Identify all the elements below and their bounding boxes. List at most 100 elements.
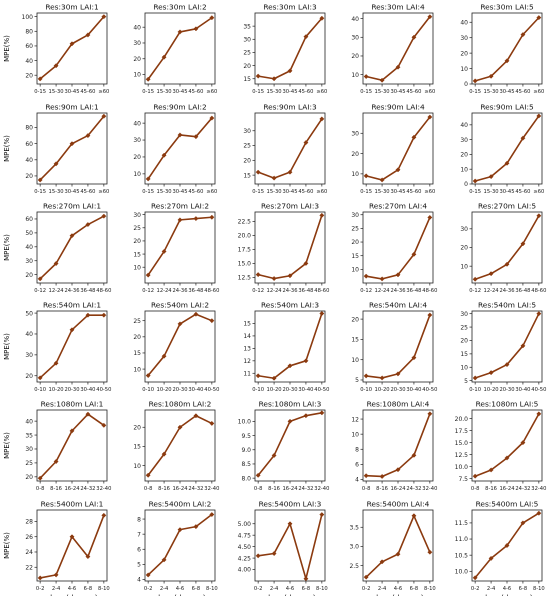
- x-tick-label: 10-20: [267, 387, 282, 393]
- subplot: Res:540m LAI:5 5 10 15 20 25 30 0-10 10-20 20-30 3…: [460, 301, 546, 394]
- y-tick-label: 30: [243, 128, 251, 135]
- data-point: [53, 261, 59, 266]
- y-tick-label: 3.5: [349, 524, 359, 531]
- y-tick-label: 20: [133, 424, 141, 431]
- y-tick-label: 10: [133, 72, 141, 79]
- y-tick-label: 11.0: [455, 536, 469, 543]
- subplot: Res:270m LAI:2 10 15 20 25 30 0-12 12-24 24-36 36…: [133, 202, 219, 295]
- subplot-title: Res:270m LAI:5: [478, 202, 536, 211]
- data-point: [53, 360, 59, 366]
- y-tick-label: 20: [351, 316, 359, 323]
- y-tick-label: 30: [351, 130, 359, 137]
- x-tick-label: 30-40: [406, 387, 421, 393]
- x-tick-label: ≥60: [206, 189, 217, 195]
- x-tick-label: 40-50: [422, 387, 437, 393]
- y-tick-label: 15: [460, 351, 468, 358]
- y-tick-label: 15: [133, 350, 141, 357]
- data-point: [536, 311, 542, 317]
- subplot: Res:5400m LAI:2 4 5 6 7 8 0-2 2-4 4-6 6-8 8-10slop…: [137, 500, 218, 596]
- data-point: [363, 173, 369, 179]
- plot-frame: [471, 112, 543, 185]
- y-tick-label: 10.0: [455, 464, 469, 471]
- data-point: [101, 422, 107, 428]
- subplot-title: Res:5400m LAI:3: [259, 500, 322, 509]
- data-point: [255, 272, 261, 278]
- y-axis-label: MPE(%): [3, 532, 11, 559]
- data-point: [472, 575, 478, 581]
- x-tick-label: 2-4: [378, 586, 387, 592]
- data-point: [193, 26, 199, 32]
- series-line: [147, 414, 213, 476]
- data-point: [177, 321, 183, 327]
- series-line: [147, 216, 212, 276]
- x-axis-label: slope(degree): [264, 593, 315, 596]
- subplot: Res:30m LAI:3 15 20 25 30 35 0-15 15-30 30-45 45-…: [243, 3, 327, 96]
- data-point: [85, 411, 91, 417]
- series-line: [257, 215, 323, 280]
- x-axis-label: slope(degree): [154, 593, 205, 596]
- x-tick-label: 6-8: [302, 586, 310, 592]
- data-point: [488, 555, 494, 561]
- plot-frame: [471, 12, 543, 85]
- data-point: [472, 473, 478, 479]
- y-tick-label: 20: [460, 338, 468, 345]
- data-point: [520, 343, 526, 349]
- x-tick-label: 30-40: [80, 387, 95, 393]
- data-point: [287, 418, 293, 424]
- x-tick-label: 36-48: [80, 288, 95, 294]
- data-point: [319, 212, 325, 218]
- subplot-title: Res:1080m LAI:3: [259, 400, 322, 409]
- subplot: Res:5400m LAI:4 2.5 3.0 3.5 0-2 2-4 4-6 6-8 8-10…: [349, 500, 435, 596]
- y-tick-label: 20: [25, 373, 33, 380]
- x-tick-label: 30-45: [499, 89, 514, 95]
- y-tick-label: 15: [243, 172, 251, 179]
- y-tick-label: 30: [25, 352, 33, 359]
- data-point: [379, 473, 385, 479]
- x-tick-label: 0-15: [469, 189, 481, 195]
- y-tick-label: 22: [25, 564, 33, 571]
- y-axis-label: MPE(%): [3, 135, 11, 162]
- data-point: [504, 58, 510, 64]
- y-tick-label: 60: [25, 141, 33, 148]
- x-tick-label: 32-40: [314, 486, 329, 492]
- subplot: Res:1080m LAI:1 20 25 30 35 40 0-8 8-16 16-24 24-…: [3, 400, 111, 493]
- y-tick-label: 10: [133, 171, 141, 178]
- data-point: [319, 410, 325, 416]
- data-point: [411, 513, 417, 519]
- data-point: [177, 132, 183, 138]
- x-tick-label: 8-16: [158, 486, 170, 492]
- x-tick-label: 16-24: [64, 486, 80, 492]
- x-tick-label: 0-15: [252, 89, 264, 95]
- subplot: Res:270m LAI:1 20 30 40 50 60 0-12 12-24 24-36 36…: [3, 202, 111, 295]
- data-point: [379, 375, 385, 381]
- y-tick-label: 4.00: [238, 567, 252, 574]
- data-point: [145, 472, 151, 478]
- data-point: [161, 54, 167, 60]
- y-tick-label: 8.0: [241, 475, 251, 482]
- y-tick-label: 20: [351, 53, 359, 60]
- series-line: [39, 413, 105, 479]
- y-tick-label: 35: [243, 23, 251, 30]
- x-tick-label: 16-24: [499, 486, 515, 492]
- data-point: [472, 178, 478, 184]
- x-tick-label: 2-4: [487, 586, 496, 592]
- data-point: [37, 76, 43, 82]
- y-tick-label: 10: [133, 264, 141, 271]
- data-point: [271, 276, 277, 282]
- subplot: Res:270m LAI:4 10 15 20 25 30 0-12 12-24 24-36 36…: [351, 202, 437, 295]
- y-tick-label: 25: [460, 324, 468, 331]
- y-tick-label: 20: [351, 151, 359, 158]
- data-point: [69, 428, 75, 434]
- series-line: [474, 115, 540, 182]
- subplot: Res:540m LAI:3 11 12 13 14 15 0-10 10-20 20-30 30…: [243, 301, 329, 394]
- x-tick-label: 30-45: [390, 89, 405, 95]
- subplot: Res:270m LAI:3 12.5 15.0 17.5 20.0 22.5 0-12 12…: [238, 202, 330, 295]
- x-tick-label: 24-36: [282, 288, 297, 294]
- data-point: [255, 373, 261, 379]
- y-tick-label: 4.75: [238, 532, 252, 539]
- x-tick-label: 0-15: [252, 189, 264, 195]
- y-tick-label: 20: [243, 63, 251, 70]
- data-point: [303, 576, 309, 582]
- data-point: [193, 216, 199, 222]
- subplot-title: Res:30m LAI:2: [153, 3, 206, 12]
